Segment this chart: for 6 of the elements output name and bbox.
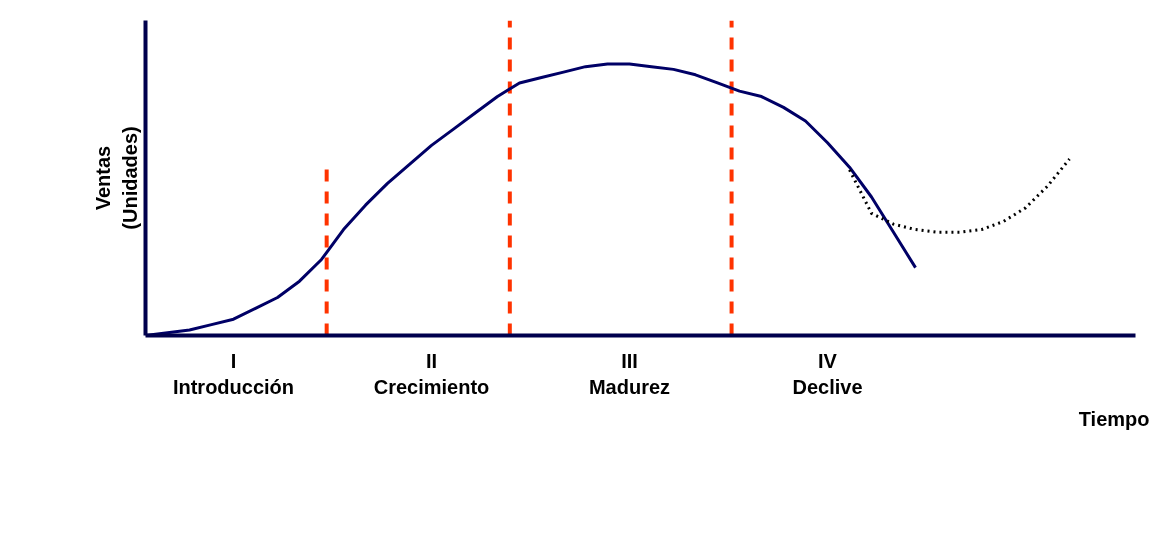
y-axis-title: Ventas (Unidades)	[92, 126, 141, 230]
x-tick-label: II Crecimiento	[373, 349, 490, 398]
x-tick-label: III Madurez	[588, 349, 671, 398]
x-tick-label: IV Declive	[792, 349, 863, 398]
x-axis-title: Tiempo	[1078, 407, 1150, 430]
x-tick-label: I Introducción	[172, 349, 295, 398]
